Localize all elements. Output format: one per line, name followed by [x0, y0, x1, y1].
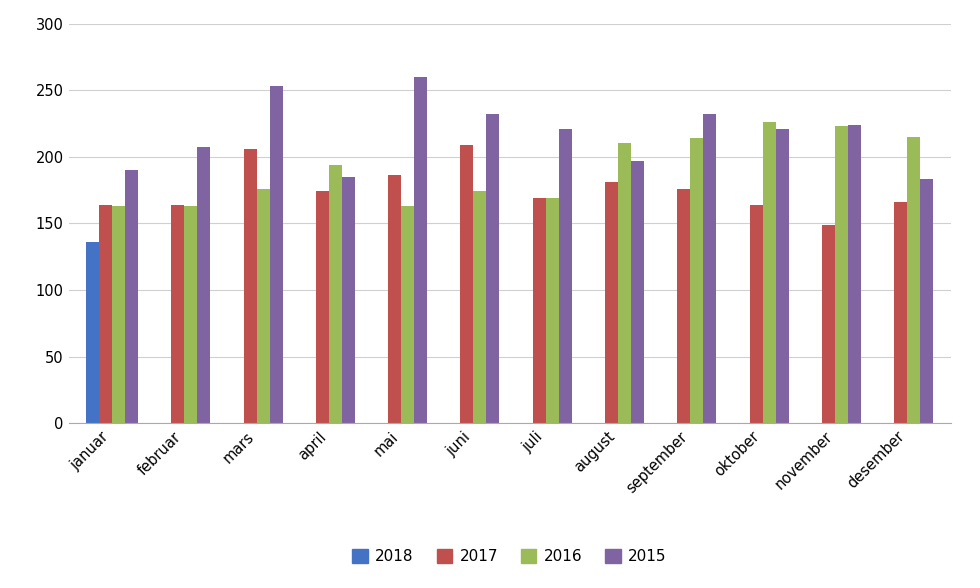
Bar	[618, 143, 631, 423]
Bar	[197, 148, 211, 423]
Legend: 2018, 2017, 2016, 2015: 2018, 2017, 2016, 2015	[346, 543, 673, 570]
Bar	[533, 198, 546, 423]
Bar	[184, 206, 197, 423]
Bar	[750, 205, 762, 423]
Bar	[775, 129, 789, 423]
Bar	[316, 192, 329, 423]
Bar	[473, 192, 486, 423]
Bar	[461, 145, 473, 423]
Bar	[559, 129, 571, 423]
Bar	[848, 125, 861, 423]
Bar	[546, 198, 559, 423]
Bar	[894, 202, 907, 423]
Bar	[112, 206, 125, 423]
Bar	[704, 114, 716, 423]
Bar	[342, 177, 355, 423]
Bar	[329, 165, 342, 423]
Bar	[99, 205, 112, 423]
Bar	[257, 189, 270, 423]
Bar	[677, 189, 690, 423]
Bar	[86, 242, 99, 423]
Bar	[907, 137, 920, 423]
Bar	[631, 161, 644, 423]
Bar	[401, 206, 415, 423]
Bar	[486, 114, 500, 423]
Bar	[388, 175, 401, 423]
Bar	[270, 86, 282, 423]
Bar	[244, 149, 257, 423]
Bar	[690, 138, 704, 423]
Bar	[415, 77, 427, 423]
Bar	[125, 170, 138, 423]
Bar	[605, 182, 618, 423]
Bar	[762, 122, 775, 423]
Bar	[172, 205, 184, 423]
Bar	[835, 126, 848, 423]
Bar	[822, 225, 835, 423]
Bar	[920, 179, 933, 423]
